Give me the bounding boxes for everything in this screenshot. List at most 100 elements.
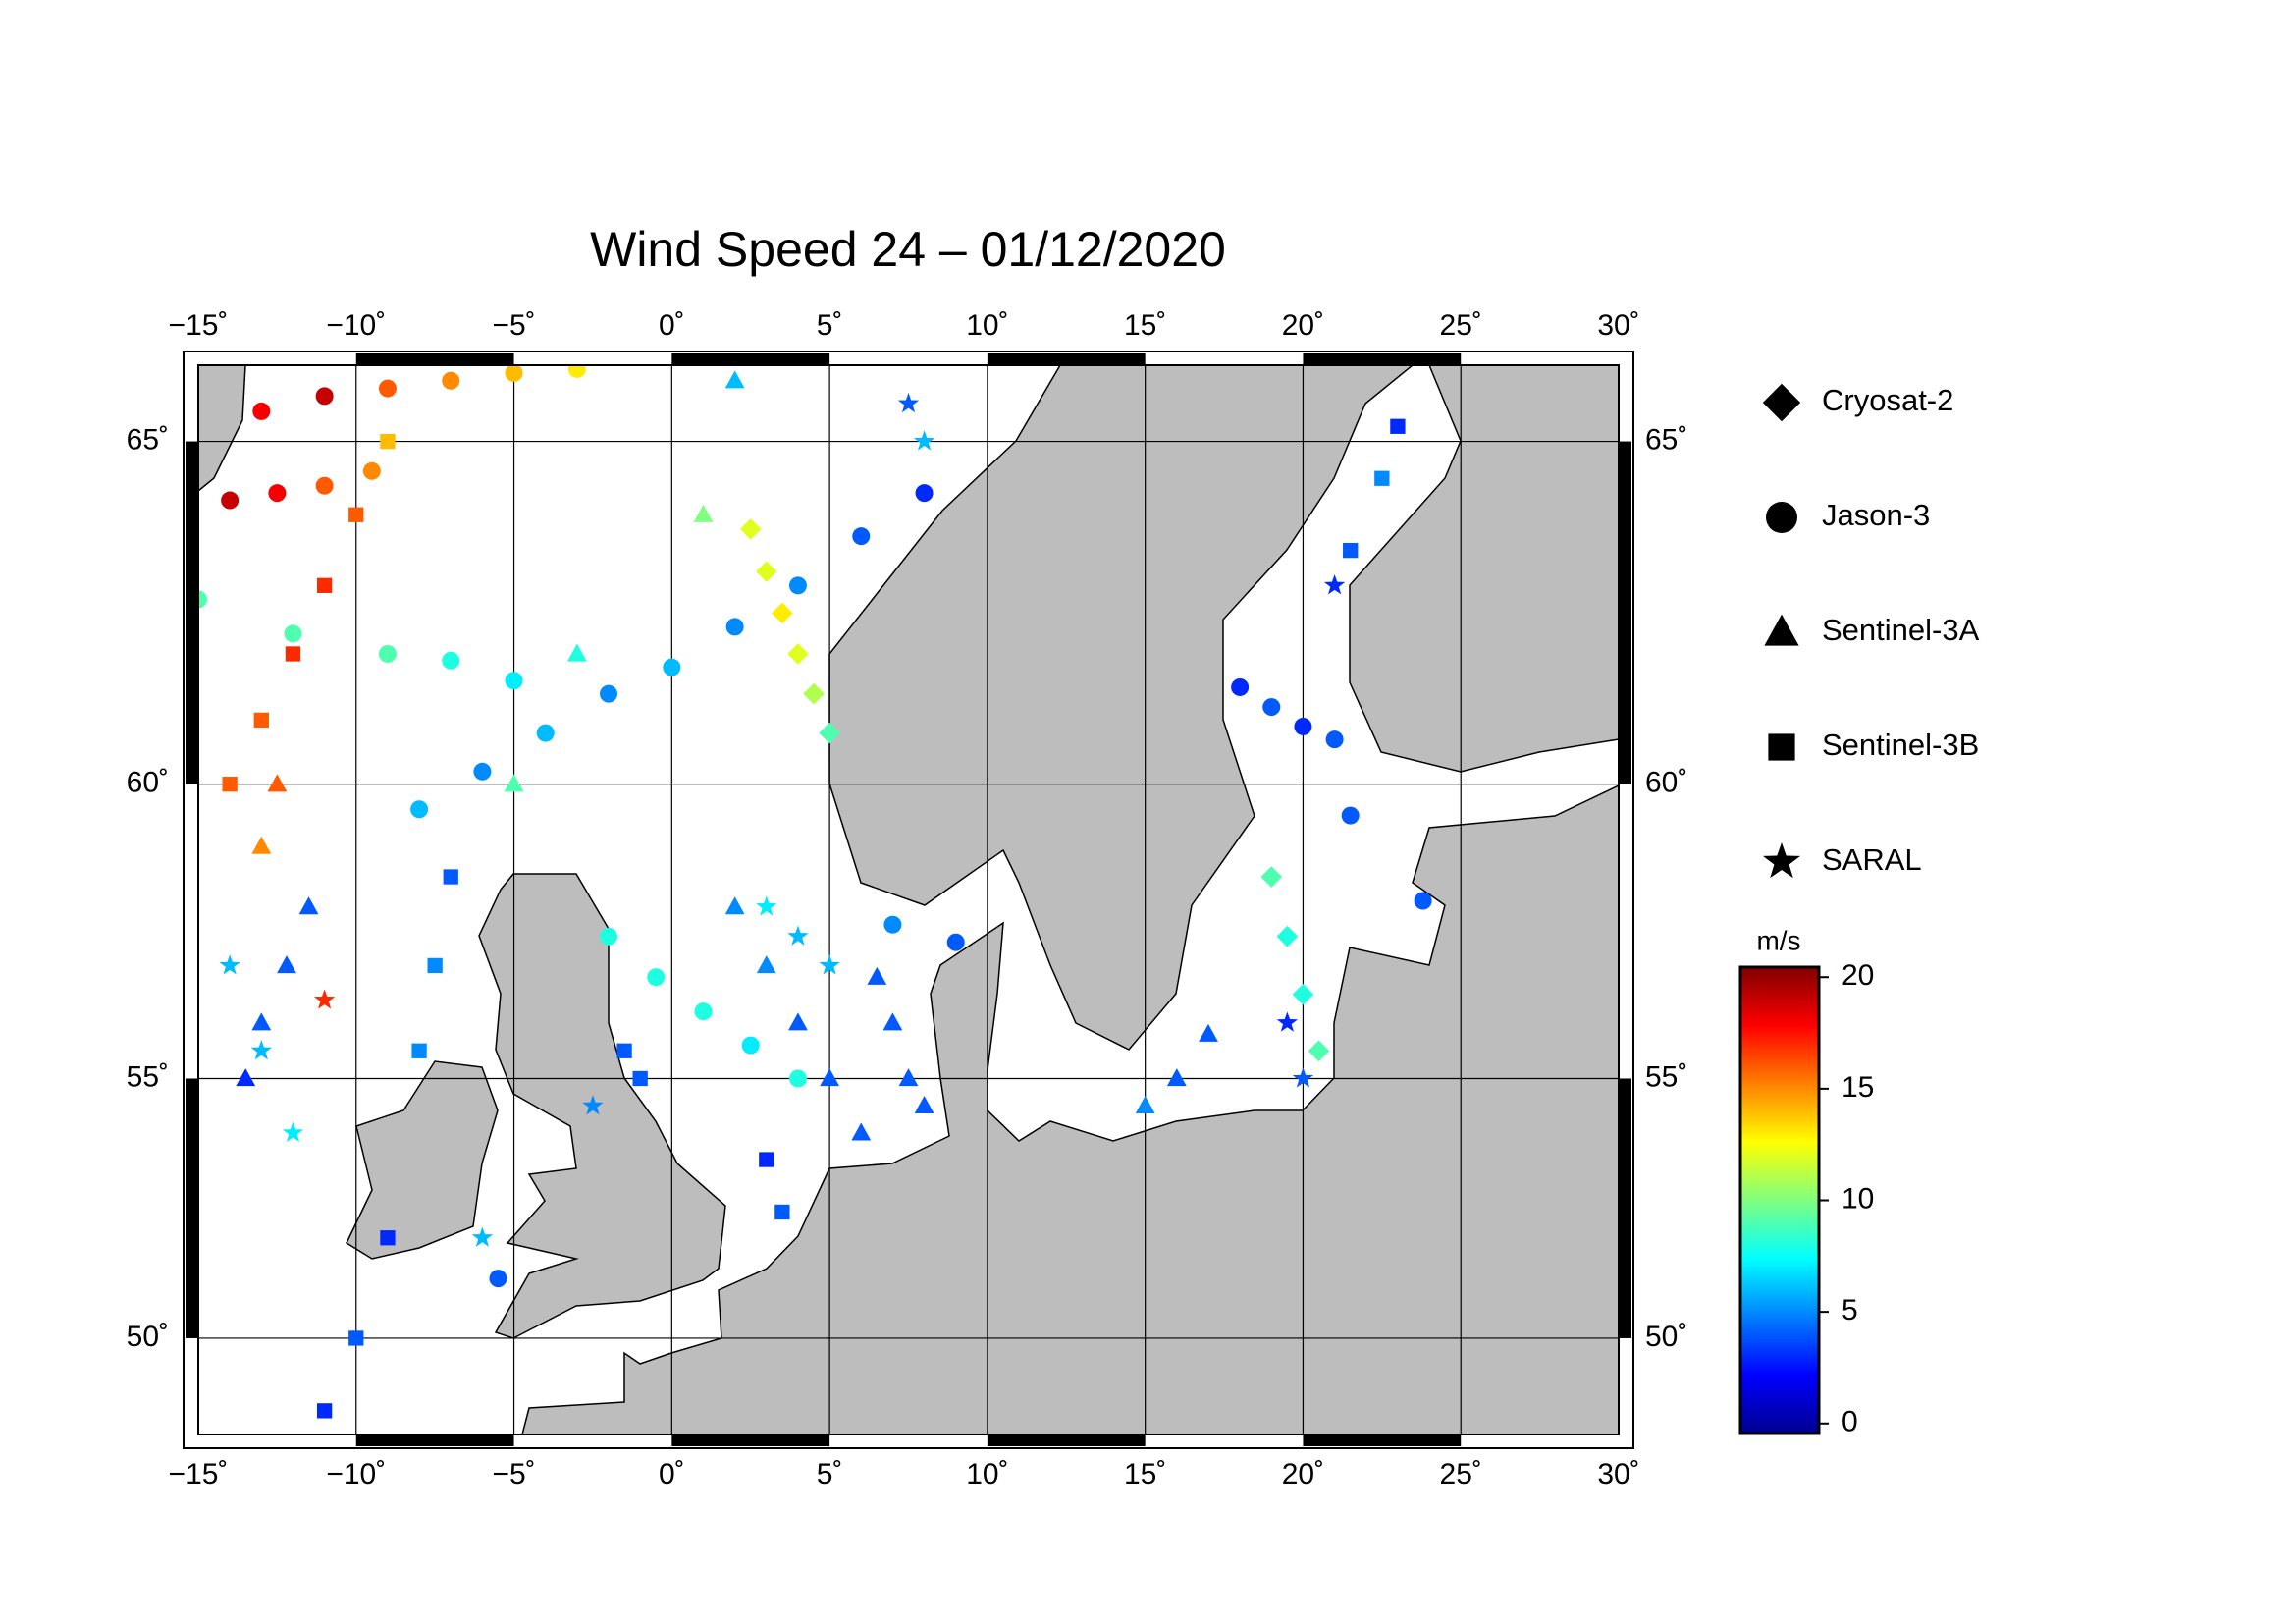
y-tick-label: 50˚ xyxy=(1645,1321,1687,1353)
axes: −15˚ −15˚ −10˚ −10˚ −5˚ −5˚ 0˚ 0˚ 5˚ 5˚ 10˚ 10˚ 15˚ 1… xyxy=(127,309,1688,1490)
observation xyxy=(380,433,396,450)
observation xyxy=(851,1122,872,1141)
colorbar-tick-label: 15 xyxy=(1842,1071,1874,1104)
observation xyxy=(756,895,777,916)
observation xyxy=(285,646,301,662)
frame-band xyxy=(671,353,830,365)
frame-band xyxy=(671,1434,830,1446)
observation xyxy=(913,430,935,451)
x-tick-label: 10˚ xyxy=(966,309,1008,342)
x-tick-label: 20˚ xyxy=(1282,309,1324,342)
observation xyxy=(1343,542,1359,559)
observation xyxy=(1292,1067,1314,1088)
legend-label: Sentinel-3B xyxy=(1822,728,1979,762)
observation xyxy=(277,955,296,974)
legend-label: SARAL xyxy=(1822,842,1922,877)
observation xyxy=(693,504,714,522)
y-tick-label: 50˚ xyxy=(127,1321,169,1353)
x-tick-label: 0˚ xyxy=(659,309,685,342)
observation xyxy=(788,1069,807,1088)
observation xyxy=(772,602,793,624)
map-frame xyxy=(197,364,1620,1435)
observation xyxy=(567,365,586,378)
x-tick-label: −10˚ xyxy=(326,1458,386,1490)
observation xyxy=(505,365,523,382)
frame-band xyxy=(1303,353,1462,365)
x-tick-label: 20˚ xyxy=(1282,1458,1324,1490)
observation xyxy=(1135,1095,1155,1113)
observation xyxy=(759,1152,774,1167)
observation xyxy=(348,1330,364,1346)
observation xyxy=(362,461,381,480)
observation xyxy=(1325,730,1344,749)
observation xyxy=(316,577,333,593)
observation xyxy=(915,484,934,503)
observation xyxy=(819,954,840,975)
colorbar-tick-label: 20 xyxy=(1842,959,1874,992)
colorbar-tick-label: 0 xyxy=(1842,1406,1858,1438)
legend-marker xyxy=(1766,502,1797,533)
colorbar xyxy=(1738,965,1821,1435)
observation xyxy=(663,658,681,676)
legend-marker xyxy=(1768,733,1795,761)
observation xyxy=(489,1270,507,1288)
observation xyxy=(251,836,272,854)
observation xyxy=(820,1068,840,1087)
observation xyxy=(694,1002,713,1021)
observation xyxy=(787,925,809,946)
legend-marker xyxy=(1762,842,1801,879)
legend-marker xyxy=(1764,614,1799,646)
colorbar-group: m/s 0 5 10 15 20 xyxy=(1738,925,1874,1438)
observation xyxy=(1414,892,1432,910)
y-tick-label: 60˚ xyxy=(127,767,169,799)
y-tick-label: 55˚ xyxy=(1645,1060,1687,1093)
colorbar-label: m/s xyxy=(1756,925,1800,955)
observation xyxy=(471,1226,494,1247)
y-tick-label: 65˚ xyxy=(127,423,169,456)
observation xyxy=(1341,806,1360,825)
observation xyxy=(222,777,238,792)
observation xyxy=(268,484,287,503)
x-tick-label: 15˚ xyxy=(1124,1458,1166,1490)
observation xyxy=(867,966,887,985)
x-tick-label: 10˚ xyxy=(966,1458,1008,1490)
colorbar-tick-label: 10 xyxy=(1842,1182,1874,1215)
observation xyxy=(788,1012,808,1031)
observation xyxy=(315,387,334,406)
x-tick-label: −15˚ xyxy=(169,309,229,342)
observation xyxy=(882,1012,903,1031)
observation xyxy=(298,896,319,915)
x-tick-label: 15˚ xyxy=(1124,309,1166,342)
land-great-britain xyxy=(478,873,726,1339)
observation xyxy=(504,774,524,792)
observation xyxy=(1294,717,1312,735)
frame-band xyxy=(1619,441,1631,784)
observation xyxy=(1276,925,1299,947)
x-tick-label: 5˚ xyxy=(817,1458,843,1490)
observation xyxy=(198,590,207,609)
x-tick-label: 0˚ xyxy=(659,1458,685,1490)
legend-label: Cryosat-2 xyxy=(1822,383,1953,417)
observation xyxy=(380,1230,396,1246)
observation xyxy=(582,1095,604,1115)
legend-label: Sentinel-3A xyxy=(1822,613,1980,647)
observation xyxy=(473,762,492,781)
y-tick-label: 60˚ xyxy=(1645,767,1687,799)
x-tick-label: −5˚ xyxy=(492,1458,535,1490)
observation xyxy=(1390,418,1406,434)
observation xyxy=(724,370,745,389)
map-title: Wind Speed 24 – 01/12/2020 xyxy=(590,222,1226,277)
observation xyxy=(219,954,240,975)
observation xyxy=(348,507,364,522)
legend-label: Jason-3 xyxy=(1822,498,1930,532)
observation xyxy=(252,402,271,420)
observation xyxy=(741,1036,760,1055)
observation xyxy=(1374,470,1390,486)
observation xyxy=(1231,677,1250,696)
observation xyxy=(883,915,902,934)
observation xyxy=(410,800,429,819)
observation xyxy=(443,869,458,885)
observation xyxy=(313,989,336,1009)
